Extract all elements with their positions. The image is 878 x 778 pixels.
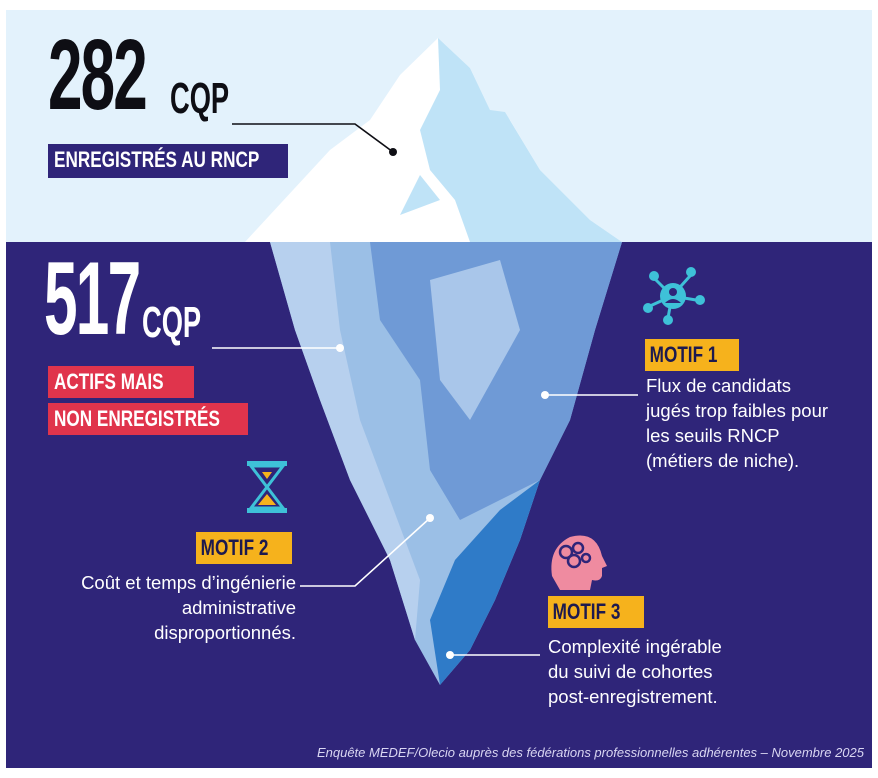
iceberg-body-mid xyxy=(370,242,622,520)
motif-3-text: Complexité ingérable du suivi de cohorte… xyxy=(548,636,722,707)
iceberg-body-deep xyxy=(430,480,540,685)
source-footnote: Enquête MEDEF/Olecio auprès des fédérati… xyxy=(316,745,864,760)
hourglass-icon xyxy=(247,461,287,513)
registered-unit: CQP xyxy=(170,74,230,123)
unregistered-count: 517 xyxy=(44,241,141,357)
motif-3-badge: MOTIF 3 xyxy=(548,596,644,628)
iceberg-tip-shade-2 xyxy=(400,175,440,215)
registered-label: ENREGISTRÉS AU RNCP xyxy=(48,144,288,178)
connector-motif2-dot xyxy=(426,514,434,522)
network-user-icon xyxy=(643,267,705,325)
motif-2-badge: MOTIF 2 xyxy=(196,532,292,564)
connector-517-dot xyxy=(336,344,344,352)
registered-count: 282 xyxy=(48,19,148,131)
connector-motif2 xyxy=(300,517,431,587)
motif-2-text: Coût et temps d’ingénierie administrativ… xyxy=(81,572,296,643)
connector-motif1-dot xyxy=(541,391,549,399)
iceberg-body-light xyxy=(430,260,520,420)
unregistered-label-line1: ACTIFS MAIS xyxy=(48,366,194,398)
head-complexity-icon xyxy=(551,535,607,590)
connector-282 xyxy=(232,123,394,153)
motif-1-text: Flux de candidats jugés trop faibles pou… xyxy=(646,375,829,471)
motif-1-badge: MOTIF 1 xyxy=(645,339,739,371)
iceberg-tip-shade xyxy=(420,38,622,242)
iceberg-body-left xyxy=(270,242,420,640)
connector-motif3-dot xyxy=(446,651,454,659)
connector-282-dot xyxy=(389,148,397,156)
unregistered-unit: CQP xyxy=(142,298,202,347)
unregistered-label-line2: NON ENREGISTRÉS xyxy=(48,403,248,435)
